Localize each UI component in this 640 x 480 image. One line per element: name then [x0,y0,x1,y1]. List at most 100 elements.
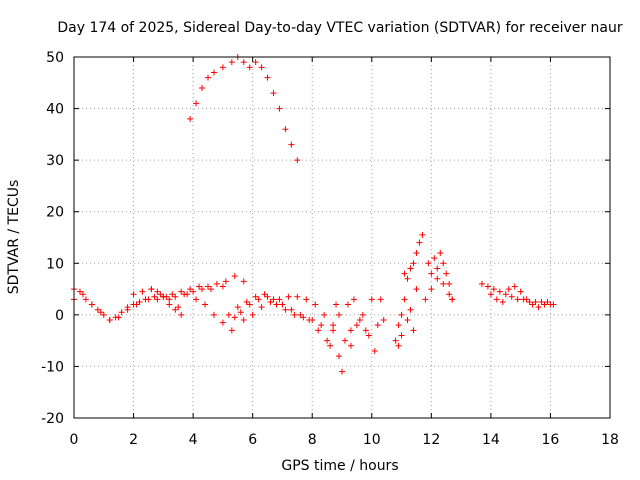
data-point [112,314,119,321]
data-point [398,332,405,339]
data-point [178,288,185,295]
data-point [365,332,372,339]
data-point [514,296,521,303]
series-scatter-8-5-10-5 [327,296,387,375]
data-point [446,280,453,287]
series-late-track-b [487,283,554,311]
data-point [347,327,354,334]
data-point [478,280,485,287]
series-track-11-9-12-8 [425,249,456,303]
data-point [443,270,450,277]
data-point [270,296,277,303]
data-point [145,296,152,303]
data-point [315,327,322,334]
data-point [276,296,283,303]
data-point [496,288,503,295]
x-tick-label: 14 [482,432,500,448]
data-point [327,342,334,349]
data-point [502,291,509,298]
data-point [529,301,536,308]
data-point [341,337,348,344]
data-point [288,141,295,148]
data-point [187,286,194,293]
x-tick-label: 0 [70,432,79,448]
data-point [169,291,176,298]
data-point [517,288,524,295]
data-point [309,317,316,324]
data-point [202,301,209,308]
data-point [231,314,238,321]
x-axis-label: GPS time / hours [281,458,398,474]
data-point [294,293,301,300]
series-late-track-a [478,280,557,308]
data-point [413,286,420,293]
series-short-dip [148,286,185,318]
data-point [431,255,438,262]
data-point [184,291,191,298]
data-point [398,311,405,318]
data-point [175,304,182,311]
data-point [410,327,417,334]
chart-title: Day 174 of 2025, Sidereal Day-to-day VTE… [57,20,623,36]
series-early-track-a [71,273,247,324]
data-point [148,286,155,293]
data-point [541,301,548,308]
data-point [154,296,161,303]
data-point [166,301,173,308]
data-point [303,296,310,303]
data-points [71,54,557,375]
data-point [76,288,83,295]
data-point [300,314,307,321]
data-point [261,291,268,298]
data-point [243,298,250,305]
data-point [97,309,104,316]
data-point [258,64,265,71]
data-point [508,293,515,300]
data-point [377,296,384,303]
y-tick-label: 40 [46,102,64,118]
data-point [428,270,435,277]
data-point [526,298,533,305]
data-point [350,296,357,303]
data-point [344,301,351,308]
data-point [222,278,229,285]
data-point [246,64,253,71]
data-point [282,306,289,313]
data-point [246,301,253,308]
data-point [106,317,113,324]
x-tick-label: 6 [248,432,257,448]
data-point [356,317,363,324]
data-point [347,342,354,349]
x-tick-label: 10 [363,432,381,448]
data-point [160,293,167,300]
data-point [339,368,345,375]
data-point [404,275,411,282]
data-point [273,301,280,308]
data-point [446,291,453,298]
data-point [324,337,331,344]
data-point [124,304,131,311]
y-tick-label: 10 [46,256,64,272]
data-point [336,311,343,318]
data-point [252,293,259,300]
data-point [297,311,304,318]
data-point [535,304,542,311]
y-tick-label: -10 [41,359,64,375]
data-point [484,283,491,290]
x-tick-label: 18 [601,432,619,448]
data-point [234,304,241,311]
data-point [395,342,402,349]
data-point [82,296,89,303]
data-point [139,288,146,295]
data-point [249,311,256,318]
data-point [401,296,408,303]
data-point [368,296,375,303]
data-point [187,115,194,122]
data-point [196,283,203,290]
data-point [336,353,343,360]
data-point [231,273,238,280]
data-point [172,306,179,313]
data-point [353,322,360,329]
data-point [416,239,423,246]
